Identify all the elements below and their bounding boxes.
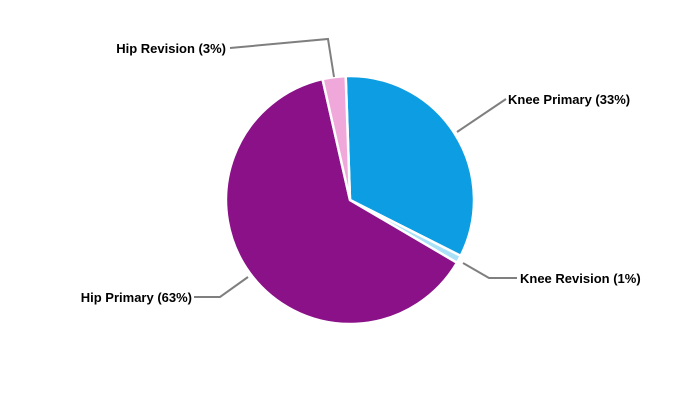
pie-slice-knee-primary <box>344 74 476 258</box>
slice-label-knee-primary: Knee Primary (33%) <box>508 92 631 107</box>
leader-line-hip-primary <box>194 276 249 298</box>
leader-line-hip-revision <box>229 37 335 78</box>
slice-label-hip-revision: Hip Revision (3%) <box>116 41 226 56</box>
slice-label-hip-primary: Hip Primary (63%) <box>80 290 192 305</box>
pie-slice-hip-revision <box>321 74 352 202</box>
leader-line-knee-primary <box>456 98 507 133</box>
slice-label-knee-revision: Knee Revision (1%) <box>520 271 641 286</box>
leader-line-knee-revision <box>462 262 517 279</box>
pie-slices-group <box>224 74 476 326</box>
pie-slice-hip-primary <box>224 77 459 326</box>
